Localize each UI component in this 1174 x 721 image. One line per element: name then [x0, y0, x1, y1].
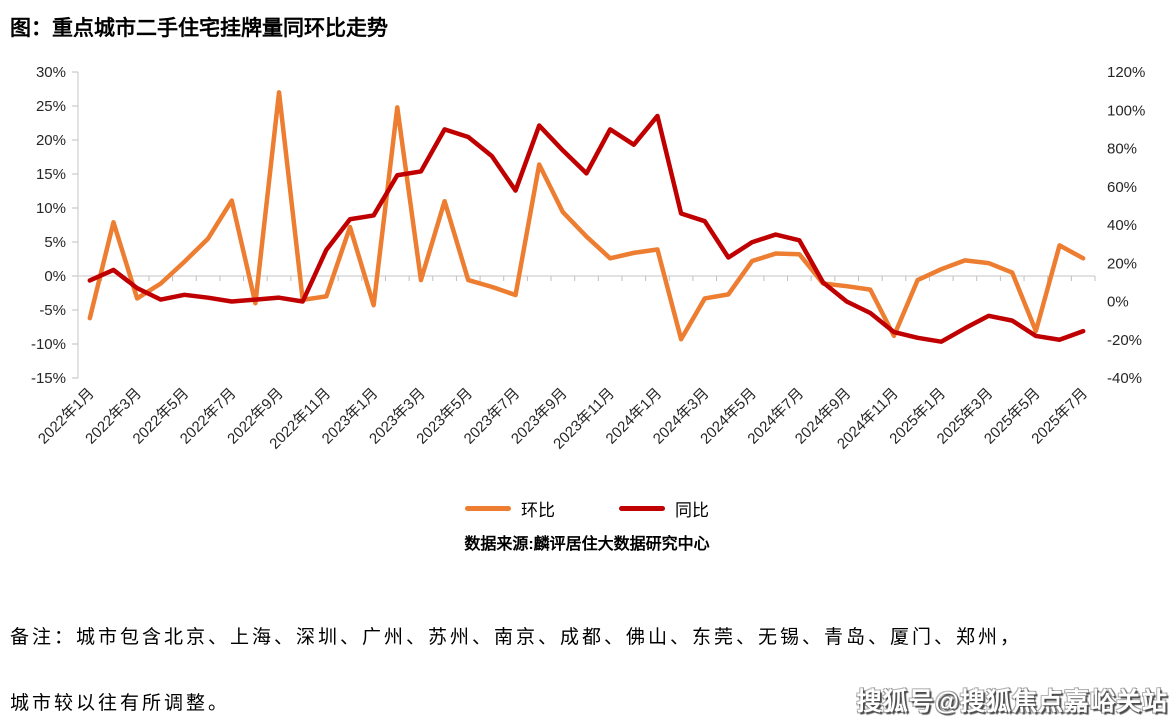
- y-right-tick-label: 60%: [1107, 179, 1137, 196]
- y-right-tick-label: 0%: [1107, 294, 1129, 311]
- y-right-tick-label: 120%: [1107, 64, 1145, 81]
- yoy-legend-label: 同比: [675, 501, 709, 520]
- y-left-tick-label: 10%: [36, 200, 66, 217]
- chart-title: 图：重点城市二手住宅挂牌量同环比走势: [10, 17, 388, 40]
- legend: 环比 同比: [0, 496, 1174, 521]
- y-left-tick-label: 15%: [36, 166, 66, 183]
- sohu-watermark: 搜狐号@搜狐焦点嘉峪关站: [856, 688, 1168, 716]
- y-right-tick-label: 20%: [1107, 255, 1137, 272]
- yoy-line: [87, 113, 1086, 344]
- y-right-tick-label: -40%: [1107, 370, 1142, 387]
- y-left-tick-label: 0%: [44, 268, 66, 285]
- mom-line-swatch: [465, 506, 511, 511]
- data-source-caption: 数据来源:麟评居住大数据研究中心: [464, 536, 710, 553]
- footnote-line-1: 备注：城市包含北京、上海、深圳、广州、苏州、南京、成都、佛山、东莞、无锡、青岛、…: [10, 627, 1023, 648]
- y-left-tick-label: -10%: [31, 336, 66, 353]
- mom-line: [87, 90, 1086, 342]
- chart-canvas: 30% 25% 20% 15% 10% 5% 0% -5% -10% -15% 120% 100% 80…: [31, 64, 1145, 453]
- y-left-tick-label: 25%: [36, 98, 66, 115]
- y-right-tick-label: 80%: [1107, 141, 1137, 158]
- y-left-tick-label: -15%: [31, 370, 66, 387]
- yoy-line-swatch: [619, 506, 665, 511]
- legend-item-mom: 环比: [465, 496, 555, 521]
- footnote-line-2: 城市较以往有所调整。: [10, 693, 231, 714]
- y-left-tick-label: 20%: [36, 132, 66, 149]
- y-left-tick-label: 5%: [44, 234, 66, 251]
- y-right-tick-label: 40%: [1107, 217, 1137, 234]
- y-left-tick-label: 30%: [36, 64, 66, 81]
- y-left-tick-label: -5%: [39, 302, 66, 319]
- y-right-tick-label: 100%: [1107, 102, 1145, 119]
- legend-item-yoy: 同比: [619, 496, 709, 521]
- y-right-tick-label: -20%: [1107, 332, 1142, 349]
- mom-legend-label: 环比: [521, 501, 555, 520]
